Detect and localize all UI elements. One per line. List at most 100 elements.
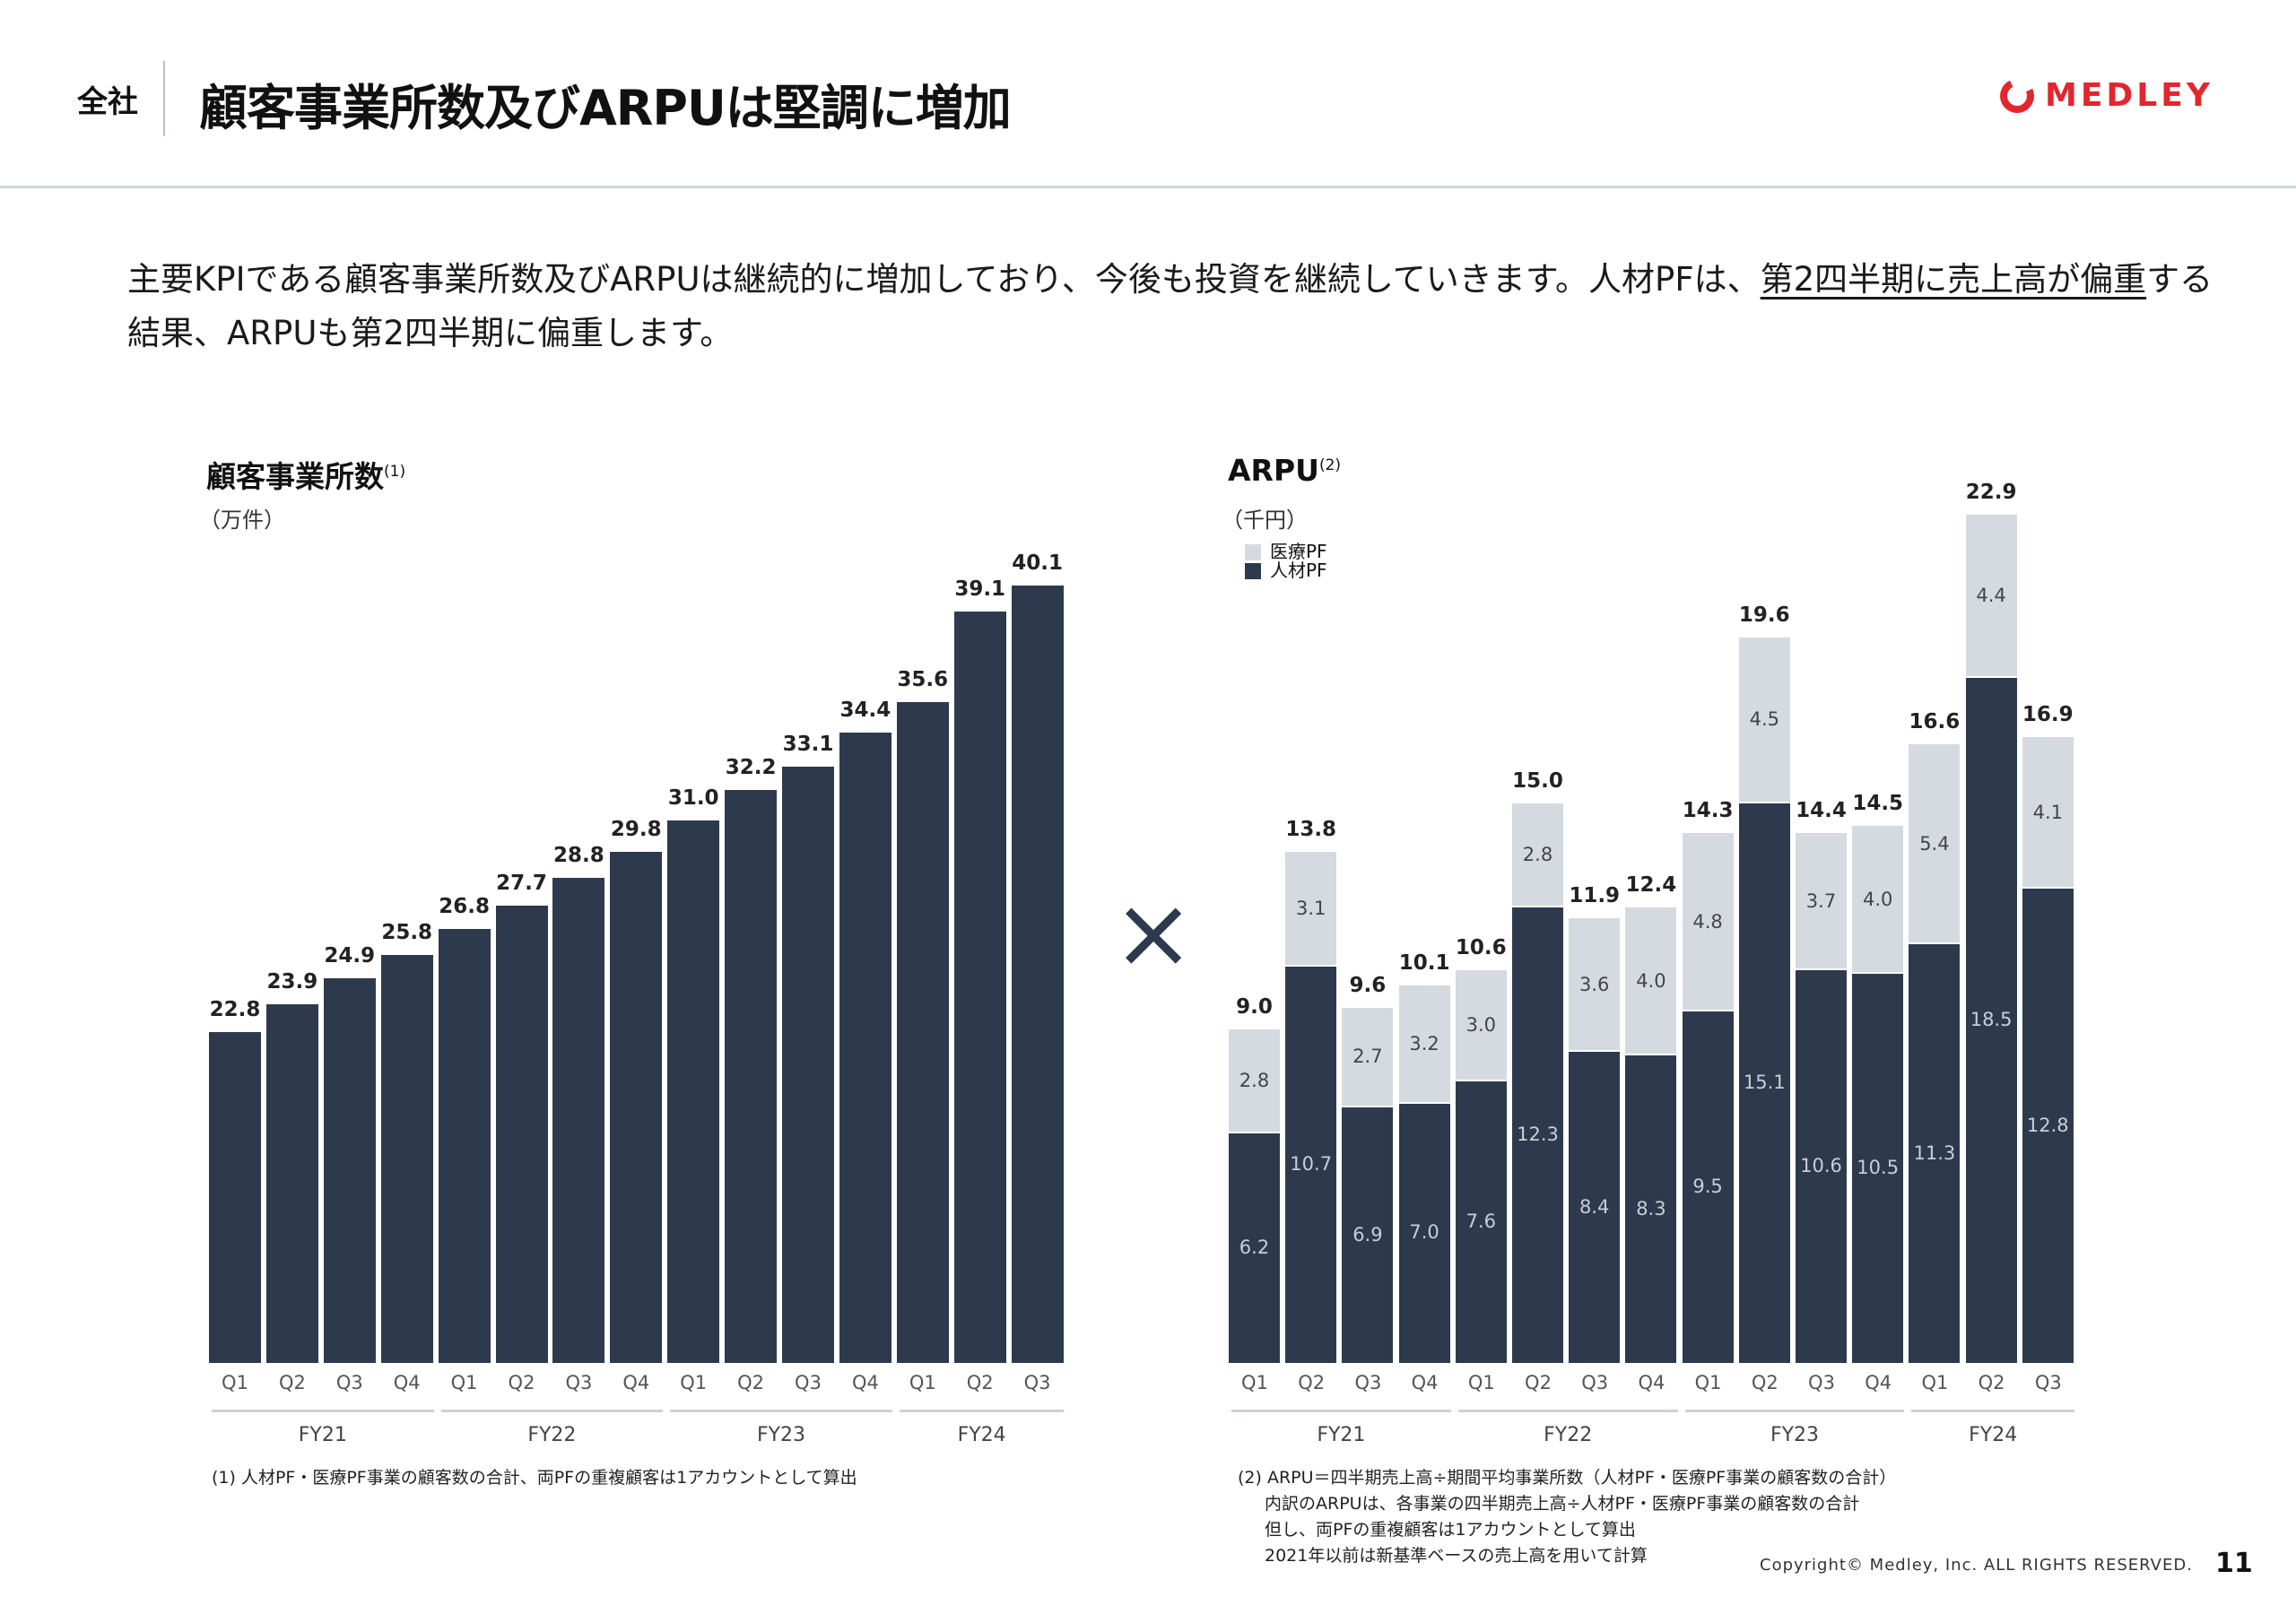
bar-segment-hr [1738,803,1790,1363]
bar [667,820,720,1363]
bar-segment-hr [1852,974,1904,1363]
bar-segment-hr [1625,1055,1677,1363]
page-title: 顧客事業所数及びARPUは堅調に増加 [199,80,1012,136]
quarter-tick-label: Q2 [1751,1372,1779,1393]
legend-item-hr: 人材PF [1245,561,1327,580]
medical-value-label: 2.8 [1522,844,1553,866]
total-value-label: 10.1 [1398,950,1450,975]
hr-value-label: 8.3 [1636,1197,1666,1219]
bar-segment-medical [1342,1007,1394,1107]
quarter-tick-label: Q4 [851,1372,879,1393]
lead-text-2: する結果、ARPUも第2四半期に偏重します。 [127,260,2213,352]
legend-swatch-dark [1245,562,1261,579]
bar [953,611,1006,1363]
medley-logo: MEDLEY [1995,74,2213,117]
bar-segment-medical [1569,918,1621,1051]
lead-paragraph: 主要KPIである顧客事業所数及びARPUは継続的に増加しており、今後も投資を継続… [127,253,2217,360]
bar-value-label: 40.1 [1012,551,1063,576]
fiscal-year-label: FY21 [298,1424,347,1446]
quarter-tick-label: Q4 [1411,1372,1439,1393]
bar-value-label: 31.0 [667,786,719,811]
hr-value-label: 12.8 [2026,1114,2069,1136]
arpu-title-text: ARPU [1228,453,1319,488]
total-value-label: 12.4 [1625,873,1677,897]
total-value-label: 11.9 [1569,884,1621,908]
bar-segment-hr [1569,1052,1621,1363]
medical-value-label: 3.2 [1409,1032,1439,1055]
bar [380,954,433,1363]
bar-value-label: 26.8 [439,895,490,919]
legend-swatch-light [1245,543,1261,560]
medical-value-label: 3.0 [1465,1014,1496,1037]
quarter-tick-label: Q1 [1467,1372,1495,1393]
bar [552,877,605,1363]
quarter-tick-label: Q3 [795,1372,822,1393]
fiscal-year-line [899,1410,1065,1412]
hr-value-label: 7.0 [1409,1221,1439,1244]
medical-value-label: 5.4 [1919,832,1950,855]
logo-text: MEDLEY [2045,77,2213,114]
quarter-tick-label: Q3 [1023,1372,1051,1393]
medical-value-label: 3.1 [1295,898,1326,920]
quarter-tick-label: Q3 [1354,1372,1382,1393]
arpu-footnote: 内訳のARPUは、各事業の四半期売上高÷人材PF・医療PF事業の顧客数の合計 [1265,1494,1860,1514]
fiscal-year-label: FY23 [1770,1424,1820,1446]
hr-value-label: 8.4 [1578,1195,1610,1218]
arpu-footnotes: (2) ARPU＝四半期売上高÷期間平均事業所数（人材PF・医療PF事業の顧客数… [1238,1465,1896,1569]
bar-value-label: 34.4 [839,699,891,723]
bar-segment-hr [1285,967,1337,1363]
bar-segment-hr [1512,907,1563,1363]
bar [323,977,376,1363]
bar-segment-hr [1398,1103,1450,1363]
total-value-label: 14.3 [1682,799,1734,823]
total-value-label: 10.6 [1455,936,1507,960]
hr-value-label: 9.5 [1692,1175,1723,1197]
medical-value-label: 4.5 [1749,708,1779,731]
multiply-icon: × [1112,875,1196,990]
medical-value-label: 3.7 [1805,890,1837,912]
fiscal-year-label: FY22 [1544,1424,1593,1446]
bar-segment-medical [1738,637,1790,803]
bar [265,1003,318,1363]
quarter-tick-label: Q1 [450,1372,478,1393]
bar-segment-medical [1625,907,1677,1055]
quarter-tick-label: Q2 [278,1372,306,1393]
medical-value-label: 4.1 [2032,801,2063,823]
bar-segment-medical [1512,803,1563,906]
hr-value-label: 10.6 [1800,1155,1842,1177]
hr-value-label: 7.6 [1465,1211,1496,1233]
bar-value-label: 28.8 [553,843,604,867]
lead-text-underlined: 第2四半期に売上高が偏重 [1760,260,2147,299]
legend-label: 人材PF [1270,560,1327,581]
quarter-tick-label: Q1 [680,1372,708,1393]
fiscal-year-line [1231,1410,1451,1412]
logo-mark-icon [1995,74,2039,117]
bar-segment-medical [1455,970,1507,1081]
quarter-tick-label: Q2 [508,1372,535,1393]
fiscal-year-line [670,1410,892,1412]
total-value-label: 16.9 [2022,703,2074,727]
arpu-footnote: 2021年以前は新基準ベースの売上高を用いて計算 [1265,1546,1648,1566]
bar-segment-hr [1682,1011,1734,1363]
bar-value-label: 29.8 [610,817,662,841]
bar-segment-medical [1229,1029,1280,1132]
bar [610,851,663,1363]
bar-segment-medical [1285,852,1337,966]
quarter-tick-label: Q1 [1921,1372,1949,1393]
bar [495,906,548,1363]
total-value-label: 13.8 [1285,818,1337,842]
bar [438,929,491,1363]
customers-title-text: 顧客事業所数 [206,459,384,494]
hr-value-label: 6.2 [1239,1236,1270,1258]
total-value-label: 15.0 [1512,769,1563,794]
bar [725,789,778,1363]
quarter-tick-label: Q4 [622,1372,650,1393]
quarter-tick-label: Q1 [1241,1372,1268,1393]
bar-segment-medical [1796,833,1847,969]
arpu-unit: （千円） [1222,508,1308,533]
medical-value-label: 2.7 [1352,1046,1383,1068]
fiscal-year-line [1911,1410,2074,1412]
bar-segment-hr [1965,677,2017,1363]
bar-value-label: 39.1 [954,577,1006,601]
bar-segment-hr [1455,1081,1507,1363]
